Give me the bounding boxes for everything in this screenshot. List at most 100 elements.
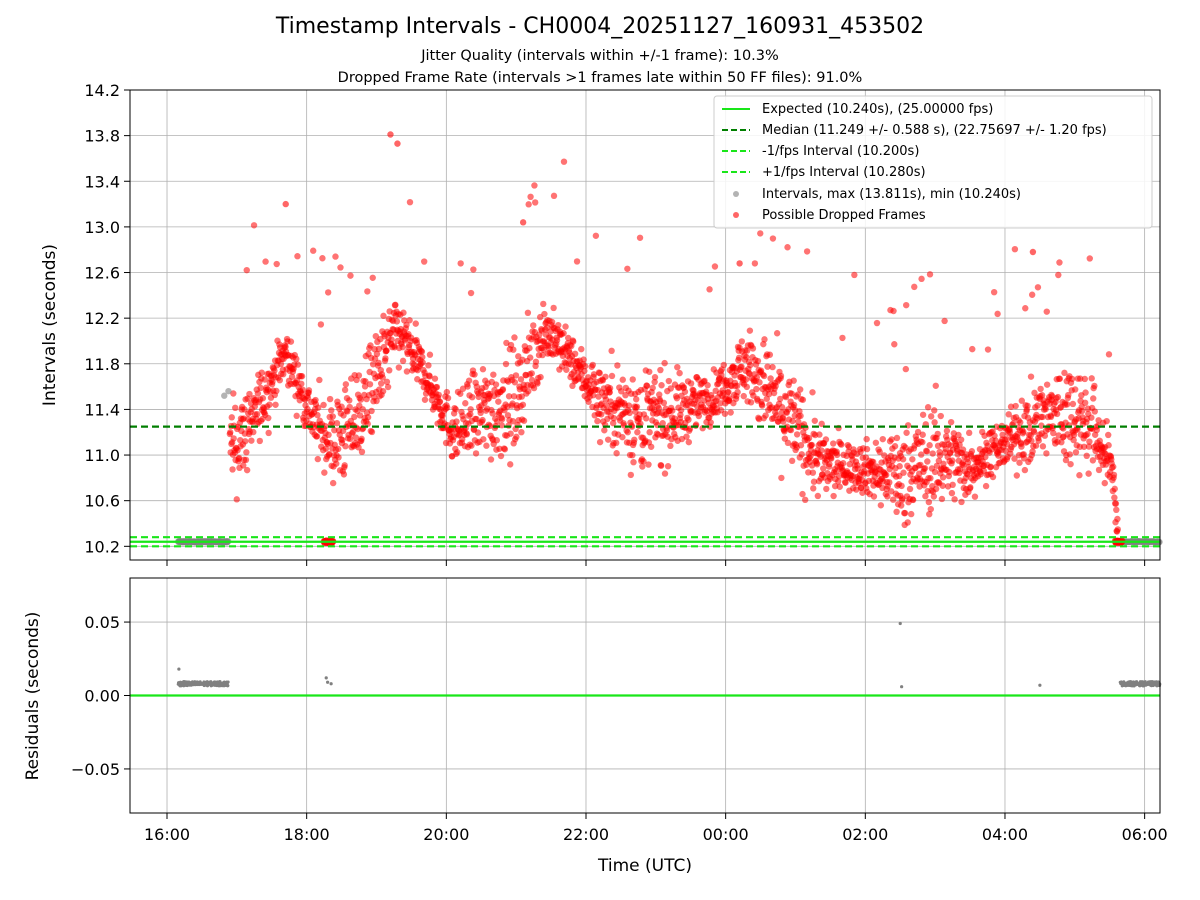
dropped-frame-point [833,468,840,475]
dropped-frame-point [560,330,567,337]
dropped-frame-point [1053,410,1061,418]
dropped-frame-point [604,436,612,443]
dropped-frame-point [667,385,674,392]
dropped-frame-point [298,373,306,380]
dropped-frame-point [877,502,885,509]
dropped-frame-point [384,383,392,391]
dropped-frame-point [1039,413,1046,421]
dropped-frame-point [814,492,822,500]
dropped-frame-point [253,410,261,418]
dropped-frame-point [1088,414,1095,421]
dropped-frame-point [746,327,754,334]
dropped-frame-point [839,334,846,342]
dropped-frame-point [721,410,729,417]
dropped-frame-point [426,351,434,358]
dropped-frame-point [470,266,477,273]
dropped-frame-point [347,272,354,279]
dropped-frame-point [989,473,997,481]
dropped-frame-point [911,283,918,291]
dropped-frame-point [754,357,762,365]
dropped-frame-point [250,428,257,436]
dropped-frame-point [924,404,932,411]
dropped-frame-point [528,376,536,384]
dropped-frame-point [319,255,326,262]
dropped-frame-point [740,392,747,400]
dropped-frame-point [510,393,518,400]
dropped-frame-point [934,430,941,438]
dropped-frame-point [718,371,725,379]
dropped-frame-point [625,402,633,409]
x-tick-label: 00:00 [703,825,749,844]
dropped-frame-point [392,301,399,309]
dropped-frame-point [227,429,234,436]
dropped-frame-point [1006,428,1014,436]
dropped-frame-point [276,376,283,384]
dropped-frame-point [329,479,337,487]
dropped-frame-point [394,140,401,147]
dropped-frame-point [706,286,713,293]
dropped-frame-point [527,193,534,201]
legend-minus-fps: -1/fps Interval (10.200s) [762,144,919,159]
dropped-frame-point [830,492,837,500]
dropped-frame-point [351,413,358,421]
dropped-frame-point [1016,459,1023,466]
dropped-frame-point [1065,391,1072,399]
dropped-frame-point [818,447,825,454]
dropped-frame-point [487,456,495,463]
dropped-frame-point [598,411,605,418]
residual-scatter [130,621,1162,697]
dropped-frame-point [562,323,569,330]
dropped-frame-point [614,362,621,369]
dropped-frame-point [259,395,267,402]
dropped-frame-point [299,386,307,394]
dropped-frame-point [240,462,247,469]
dropped-frame-point [273,260,280,268]
dropped-frame-point [777,372,785,380]
dropped-frame-point [1101,479,1108,487]
dropped-frame-point [1054,393,1062,401]
dropped-frame-point [342,381,350,388]
dropped-frame-point [879,435,886,443]
dropped-frame-point [1050,429,1057,437]
dropped-frame-point [643,382,651,389]
dropped-frame-point [393,318,401,325]
dropped-frame-point [738,338,746,345]
dropped-frame-point [340,471,348,478]
dropped-frame-point [465,377,473,384]
dropped-frame-point [1056,375,1064,382]
dropped-frame-point [606,385,614,392]
dropped-frame-point [677,406,685,414]
dropped-frame-point [375,345,383,353]
dropped-frame-point [355,372,363,379]
dropped-frame-point [624,429,631,436]
dropped-frame-point [403,321,410,329]
dropped-frame-point [512,372,520,379]
dropped-frame-point [519,219,527,226]
dropped-frame-point [273,387,280,395]
dropped-frame-point [992,437,999,444]
dropped-frame-point [685,416,692,423]
dropped-frame-point [395,364,403,371]
dropped-frame-point [1103,417,1110,425]
dropped-frame-point [532,358,540,365]
dropped-frame-point [518,393,525,400]
dropped-frame-point [1074,426,1081,433]
dropped-frame-point [602,373,609,380]
dropped-frame-point [805,434,813,442]
dropped-frame-point [813,461,821,468]
dropped-frame-point [334,445,342,453]
dropped-frame-point [515,353,522,360]
dropped-frame-point [265,429,272,437]
dropped-frame-point [766,351,774,358]
dropped-frame-point [368,428,376,436]
dropped-frame-point [379,388,387,395]
dropped-frame-point [1089,457,1097,464]
dropped-frame-point [372,332,380,340]
dropped-frame-point [826,460,833,468]
dropped-frame-point [661,359,668,367]
dropped-frame-point [902,365,910,373]
dropped-frame-point [888,436,895,443]
dropped-frame-point [1072,449,1080,456]
dropped-frame-point [232,404,239,412]
dropped-frame-point [425,362,432,369]
